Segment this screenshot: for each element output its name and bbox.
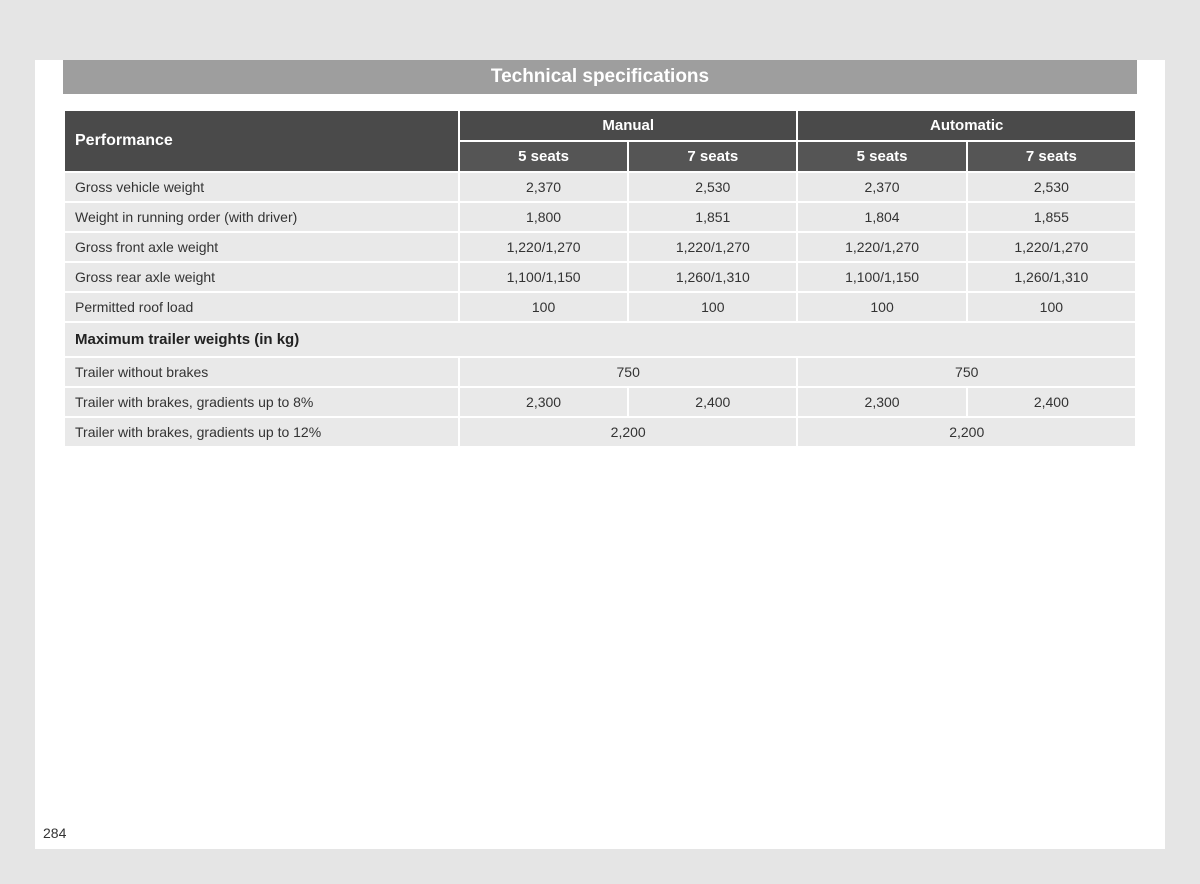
header-auto-7seats: 7 seats	[968, 142, 1135, 171]
row-trailer-8pct: Trailer with brakes, gradients up to 8% …	[65, 388, 1135, 416]
cell-value: 750	[798, 358, 1135, 386]
row-gvw: Gross vehicle weight 2,370 2,530 2,370 2…	[65, 173, 1135, 201]
cell-value: 100	[460, 293, 627, 321]
cell-value: 2,530	[968, 173, 1135, 201]
header-manual: Manual	[460, 111, 797, 140]
header-automatic: Automatic	[798, 111, 1135, 140]
label-running: Weight in running order (with driver)	[65, 203, 458, 231]
cell-value: 100	[798, 293, 965, 321]
row-trailer-12pct: Trailer with brakes, gradients up to 12%…	[65, 418, 1135, 446]
cell-value: 1,100/1,150	[798, 263, 965, 291]
cell-value: 1,260/1,310	[968, 263, 1135, 291]
label-rear-axle: Gross rear axle weight	[65, 263, 458, 291]
label-roof: Permitted roof load	[65, 293, 458, 321]
header-manual-5seats: 5 seats	[460, 142, 627, 171]
table-container: Performance Manual Automatic 5 seats 7 s…	[35, 94, 1165, 448]
cell-value: 2,300	[460, 388, 627, 416]
cell-value: 2,400	[968, 388, 1135, 416]
page-number: 284	[43, 825, 66, 841]
label-trailer-8: Trailer with brakes, gradients up to 8%	[65, 388, 458, 416]
cell-value: 2,370	[460, 173, 627, 201]
label-trailer-12: Trailer with brakes, gradients up to 12%	[65, 418, 458, 446]
cell-value: 1,220/1,270	[460, 233, 627, 261]
row-trailer-no-brakes: Trailer without brakes 750 750	[65, 358, 1135, 386]
cell-value: 1,100/1,150	[460, 263, 627, 291]
cell-value: 2,370	[798, 173, 965, 201]
cell-value: 2,200	[460, 418, 797, 446]
cell-value: 2,400	[629, 388, 796, 416]
row-front-axle: Gross front axle weight 1,220/1,270 1,22…	[65, 233, 1135, 261]
cell-value: 1,851	[629, 203, 796, 231]
header-manual-7seats: 7 seats	[629, 142, 796, 171]
cell-value: 1,855	[968, 203, 1135, 231]
cell-value: 100	[629, 293, 796, 321]
label-gvw: Gross vehicle weight	[65, 173, 458, 201]
cell-value: 1,220/1,270	[968, 233, 1135, 261]
cell-value: 1,800	[460, 203, 627, 231]
cell-value: 2,300	[798, 388, 965, 416]
label-front-axle: Gross front axle weight	[65, 233, 458, 261]
row-roof-load: Permitted roof load 100 100 100 100	[65, 293, 1135, 321]
cell-value: 1,260/1,310	[629, 263, 796, 291]
row-rear-axle: Gross rear axle weight 1,100/1,150 1,260…	[65, 263, 1135, 291]
header-performance: Performance	[65, 111, 458, 171]
header-auto-5seats: 5 seats	[798, 142, 965, 171]
row-running-order: Weight in running order (with driver) 1,…	[65, 203, 1135, 231]
row-section-trailer: Maximum trailer weights (in kg)	[65, 323, 1135, 356]
label-trailer-nobrake: Trailer without brakes	[65, 358, 458, 386]
document-page: Technical specifications Performance Man…	[35, 60, 1165, 849]
cell-value: 1,220/1,270	[629, 233, 796, 261]
cell-value: 1,220/1,270	[798, 233, 965, 261]
cell-value: 2,530	[629, 173, 796, 201]
page-title: Technical specifications	[63, 60, 1137, 94]
cell-value: 750	[460, 358, 797, 386]
cell-value: 1,804	[798, 203, 965, 231]
spec-table: Performance Manual Automatic 5 seats 7 s…	[63, 109, 1137, 448]
cell-value: 2,200	[798, 418, 1135, 446]
cell-value: 100	[968, 293, 1135, 321]
section-trailer-title: Maximum trailer weights (in kg)	[65, 323, 1135, 356]
